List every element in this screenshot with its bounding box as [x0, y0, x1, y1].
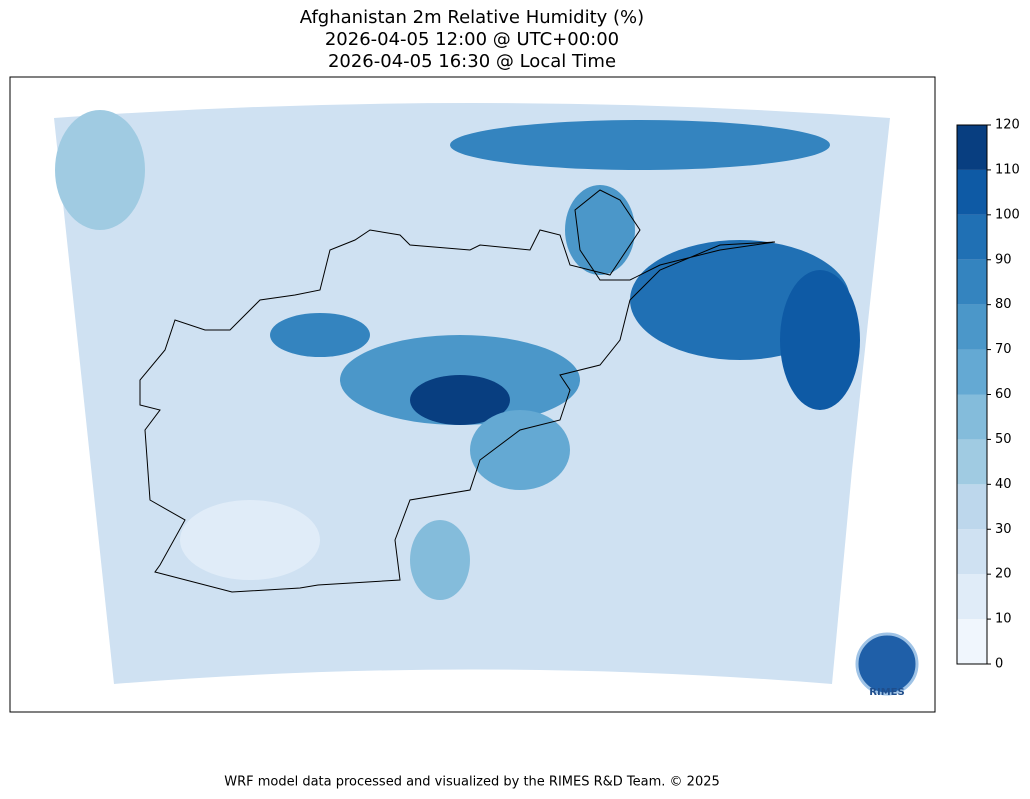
- colorbar-segment: [957, 574, 987, 620]
- humidity-area: [180, 500, 320, 580]
- humidity-area: [410, 375, 510, 425]
- colorbar-tick-label: 0: [995, 657, 1003, 672]
- humidity-area: [410, 520, 470, 600]
- colorbar-tick-label: 40: [995, 477, 1012, 492]
- country-border: [139, 189, 776, 593]
- colorbar-tick-label: 50: [995, 432, 1012, 447]
- colorbar-segment: [957, 259, 987, 305]
- title-line: 2026-04-05 16:30 @ Local Time: [328, 51, 616, 72]
- humidity-area: [470, 410, 570, 490]
- colorbar-segment: [957, 125, 987, 170]
- map: RIMES: [54, 103, 919, 698]
- humidity-area: [780, 270, 860, 410]
- humidity-area: [565, 185, 635, 275]
- logo-text: RIMES: [869, 687, 904, 698]
- logo: [855, 632, 919, 696]
- colorbar-segment: [957, 349, 987, 395]
- colorbar-tick-label: 120: [995, 118, 1020, 133]
- colorbar-segment: [957, 394, 987, 440]
- colorbar-tick-label: 10: [995, 612, 1012, 627]
- colorbar-tick-label: 80: [995, 297, 1012, 312]
- humidity-area: [55, 110, 145, 230]
- footer: WRF model data processed and visualized …: [224, 775, 720, 790]
- colorbar-segment: [957, 529, 987, 575]
- colorbar-segment: [957, 304, 987, 350]
- colorbar-segment: [957, 214, 987, 260]
- colorbar-tick-label: 90: [995, 252, 1012, 267]
- humidity-area: [270, 313, 370, 357]
- colorbar-segment: [957, 439, 987, 485]
- colorbar-tick-label: 110: [995, 162, 1020, 177]
- colorbar-tick-label: 60: [995, 387, 1012, 402]
- humidity-area: [450, 120, 830, 170]
- title-line: 2026-04-05 12:00 @ UTC+00:00: [325, 29, 619, 50]
- title-line: Afghanistan 2m Relative Humidity (%): [300, 7, 644, 28]
- colorbar-tick-label: 20: [995, 567, 1012, 582]
- colorbar-tick-label: 70: [995, 342, 1012, 357]
- colorbar-tick-label: 100: [995, 207, 1020, 222]
- colorbar-segment: [957, 484, 987, 530]
- colorbar: 0 10 20 30 40 50 60 70 80 90 100 110 120: [956, 118, 1020, 672]
- colorbar-tick-label: 30: [995, 522, 1012, 537]
- colorbar-segment: [957, 619, 987, 664]
- colorbar-segment: [957, 169, 987, 215]
